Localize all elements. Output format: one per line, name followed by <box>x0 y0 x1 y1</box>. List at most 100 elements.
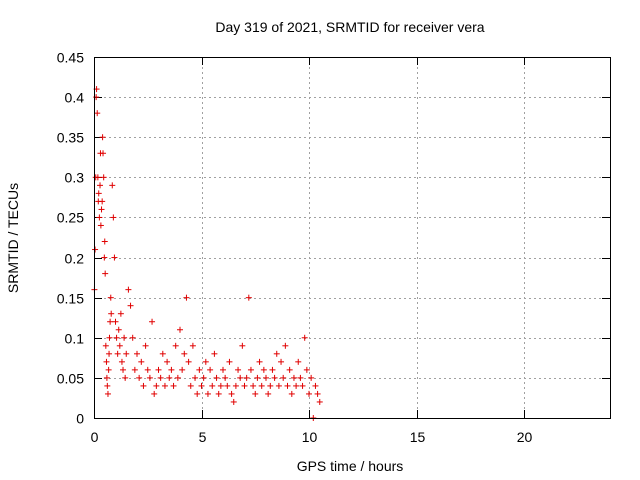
data-point <box>103 358 110 365</box>
data-point <box>204 390 211 397</box>
data-point <box>122 374 129 381</box>
axes: 0 0.05 0.1 0.15 0.2 0.25 0.3 0.35 0.4 0.45 0 5 10 15 2… <box>57 50 610 445</box>
data-point <box>116 342 123 349</box>
data-point <box>142 342 149 349</box>
data-point <box>222 374 229 381</box>
data-point <box>226 358 233 365</box>
y-tick-label: 0.4 <box>65 90 85 106</box>
data-point <box>94 174 101 181</box>
data-point <box>245 294 252 301</box>
y-tick-label: 0.1 <box>65 331 85 347</box>
data-point <box>134 350 140 357</box>
chart-title: Day 319 of 2021, SRMTID for receiver ver… <box>215 19 484 35</box>
y-tick-label: 0.2 <box>65 251 85 267</box>
y-tick-label: 0.15 <box>57 291 84 307</box>
data-point <box>299 382 306 389</box>
data-point <box>290 374 297 381</box>
data-point <box>95 190 102 197</box>
data-point <box>146 374 153 381</box>
data-point <box>115 326 122 333</box>
data-point <box>111 254 118 261</box>
data-point <box>260 366 267 373</box>
data-point <box>179 366 186 373</box>
data-point <box>278 358 285 365</box>
data-point <box>293 382 300 389</box>
data-point <box>121 334 128 341</box>
data-point <box>207 366 214 373</box>
data-point <box>144 366 151 373</box>
data-point <box>220 366 226 373</box>
data-point <box>114 350 121 357</box>
data-point <box>113 334 120 341</box>
data-point <box>117 310 124 317</box>
x-tick-label: 0 <box>91 429 99 445</box>
y-tick-label: 0 <box>76 411 84 427</box>
data-point <box>100 150 107 157</box>
data-point <box>129 334 136 341</box>
data-point <box>101 238 108 245</box>
y-tick-label: 0.3 <box>65 170 85 186</box>
data-point <box>101 254 108 261</box>
data-point <box>164 358 171 365</box>
data-point <box>112 318 119 325</box>
y-tick-label: 0.35 <box>57 130 84 146</box>
data-point <box>106 350 113 357</box>
data-point <box>170 382 177 389</box>
data-point <box>303 366 310 373</box>
data-point <box>263 374 269 381</box>
data-point <box>239 342 246 349</box>
data-point <box>177 326 183 333</box>
data-point <box>107 318 114 325</box>
data-point <box>217 382 224 389</box>
data-point <box>181 350 188 357</box>
data-point <box>232 382 239 389</box>
data-point <box>107 294 114 301</box>
data-point <box>273 350 280 357</box>
data-point <box>215 390 222 397</box>
data-point <box>256 358 263 365</box>
data-point <box>265 390 272 397</box>
data-point <box>297 374 304 381</box>
data-point <box>288 390 295 397</box>
y-tick-label: 0.45 <box>57 50 84 66</box>
data-point <box>92 246 99 253</box>
data-point <box>94 110 101 117</box>
data-point <box>136 374 143 381</box>
data-point <box>286 366 293 373</box>
data-point <box>316 398 323 405</box>
data-point <box>187 382 194 389</box>
data-point <box>194 390 201 397</box>
x-tick-label: 15 <box>410 429 426 445</box>
data-point <box>149 318 156 325</box>
data-point <box>284 382 291 389</box>
data-point <box>104 382 111 389</box>
data-point <box>102 270 109 277</box>
data-point <box>97 182 104 189</box>
data-point <box>252 390 259 397</box>
x-tick-label: 5 <box>199 429 207 445</box>
data-point <box>140 382 147 389</box>
data-point <box>312 382 319 389</box>
data-point <box>168 366 175 373</box>
data-point <box>159 350 166 357</box>
data-point <box>295 358 302 365</box>
data-point <box>308 374 315 381</box>
data-point <box>247 366 254 373</box>
data-point <box>138 358 145 365</box>
data-point <box>202 358 209 365</box>
data-point <box>269 366 276 373</box>
x-tick-label: 20 <box>517 429 533 445</box>
data-point <box>97 222 104 229</box>
data-point <box>267 382 274 389</box>
data-point <box>99 134 106 141</box>
data-point <box>228 390 235 397</box>
data-point <box>127 302 134 309</box>
data-point <box>99 198 106 205</box>
data-point <box>282 342 289 349</box>
data-point <box>100 174 107 181</box>
data-point <box>118 358 125 365</box>
data-point <box>271 374 278 381</box>
data-point <box>250 382 257 389</box>
data-point <box>275 382 282 389</box>
data-point <box>103 374 110 381</box>
